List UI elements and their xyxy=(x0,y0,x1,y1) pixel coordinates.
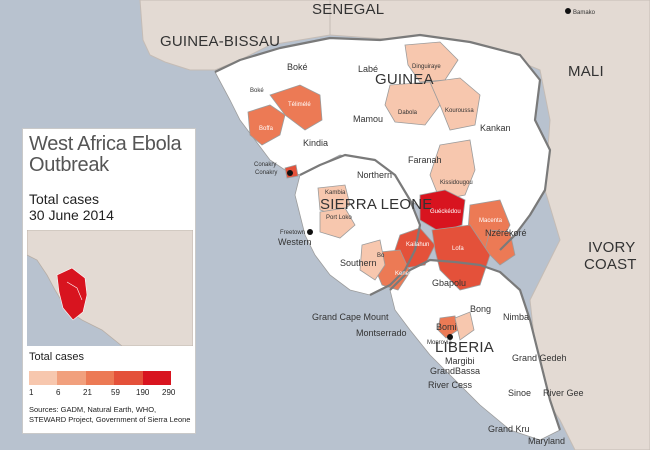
label-margibi: Margibi xyxy=(445,356,475,366)
land-senegal-bissau xyxy=(139,0,331,71)
label-gbapolu: Gbapolu xyxy=(432,278,466,288)
label-nzerekore: Nzérékoré xyxy=(485,228,527,238)
label-northern: Northern xyxy=(357,170,392,180)
guinea-border xyxy=(214,33,552,251)
label-mamou: Mamou xyxy=(353,114,383,124)
label-grand-bassa: GrandBassa xyxy=(430,366,480,376)
label-port-loko: Port Loko xyxy=(326,215,352,221)
sierra-leone-border xyxy=(299,153,422,296)
label-kissidougou: Kissidougou xyxy=(440,180,473,186)
label-river-gee: River Gee xyxy=(543,388,584,398)
label-conakry-city: Conakry xyxy=(255,170,277,176)
region-lofa xyxy=(431,224,491,291)
legend-swatch-5 xyxy=(142,371,172,385)
label-boffa: Boffa xyxy=(259,126,274,132)
region-gueckedou xyxy=(419,189,466,233)
label-gueckedou: Guéckédou xyxy=(430,209,461,215)
label-faranah: Faranah xyxy=(408,155,442,165)
label-grand-kru: Grand Kru xyxy=(488,424,530,434)
legend-swatch-2 xyxy=(57,371,86,385)
label-guinea: GUINEA xyxy=(375,71,434,88)
label-bomi: Bomi xyxy=(436,322,457,332)
label-kindia: Kindia xyxy=(303,138,328,148)
legend-tick: 290 xyxy=(162,388,176,397)
label-kankan: Kankan xyxy=(480,123,511,133)
label-liberia: LIBERIA xyxy=(435,339,494,356)
region-bo xyxy=(359,239,386,281)
label-monrovia: Monrovia xyxy=(427,340,452,346)
region-montserrado xyxy=(437,315,459,339)
legend-swatch-3 xyxy=(85,371,115,385)
inset-affected-area xyxy=(56,267,88,321)
legend-tick: 21 xyxy=(83,388,92,397)
label-labe: Labé xyxy=(358,64,378,74)
label-western: Western xyxy=(278,237,311,247)
region-nzerekore xyxy=(484,229,516,266)
inset-locator-map xyxy=(27,230,193,346)
label-coast: COAST xyxy=(584,256,637,273)
label-lofa: Lofa xyxy=(452,246,464,252)
region-margibi xyxy=(454,311,475,341)
legend-tick: 6 xyxy=(56,388,61,397)
liberia-border xyxy=(389,258,562,431)
label-southern: Southern xyxy=(340,258,377,268)
legend-title: Total cases xyxy=(29,351,85,363)
region-kouroussa xyxy=(429,77,481,131)
legend-swatch-1 xyxy=(29,371,58,385)
label-maryland: Maryland xyxy=(528,436,565,446)
label-senegal: SENEGAL xyxy=(312,1,384,18)
label-river-cess: River Cess xyxy=(428,380,473,390)
label-boke-small: Boké xyxy=(250,88,264,94)
region-telimele xyxy=(269,84,323,131)
label-dinguiraye: Dinguiraye xyxy=(412,64,441,70)
label-freetown: Freetown xyxy=(280,230,305,236)
label-bamako: Bamako xyxy=(573,10,596,16)
label-sierra-leone: SIERRA LEONE xyxy=(320,196,432,213)
panel-subtitle-1: Total cases xyxy=(29,191,100,207)
label-kouroussa: Kouroussa xyxy=(445,108,474,114)
legend-tick: 190 xyxy=(136,388,150,397)
region-port-loko xyxy=(319,207,356,239)
label-macenta: Macenta xyxy=(479,218,503,224)
panel-title: West Africa Ebola Outbreak xyxy=(29,133,182,176)
label-bo: Bo xyxy=(377,253,385,259)
city-dot-monrovia xyxy=(447,334,453,340)
city-dot-bamako xyxy=(565,8,571,14)
legend-tick: 59 xyxy=(111,388,120,397)
label-grand-cape-mount: Grand Cape Mount xyxy=(312,312,389,322)
region-kissidougou xyxy=(429,139,476,201)
label-telimele: Télimélé xyxy=(288,102,311,108)
sources-note: Sources: GADM, Natural Earth, WHO, STEWA… xyxy=(29,405,191,424)
label-grand-gedeh: Grand Gedeh xyxy=(512,353,567,363)
region-boffa xyxy=(247,104,286,146)
city-dot-freetown xyxy=(307,229,313,235)
legend-color-bar xyxy=(29,371,172,385)
legend-swatch-4 xyxy=(114,371,143,385)
label-guinea-bissau: GUINEA-BISSAU xyxy=(160,33,280,50)
label-conakry: Conakry xyxy=(254,162,276,168)
label-kenema: Kenema xyxy=(395,271,418,277)
inset-border-line xyxy=(66,281,83,301)
label-dabola: Dabola xyxy=(398,110,418,116)
label-montserrado: Montserrado xyxy=(356,328,407,338)
city-dot-conakry xyxy=(287,170,293,176)
label-kailahun: Kailahun xyxy=(406,242,429,248)
panel-subtitle-2: 30 June 2014 xyxy=(29,207,114,223)
label-mali: MALI xyxy=(568,63,604,80)
label-kambia: Kambia xyxy=(325,190,346,196)
legend-ticks: 1 6 21 59 190 290 xyxy=(23,388,197,400)
label-boke: Boké xyxy=(287,62,308,72)
legend-tick: 1 xyxy=(29,388,34,397)
info-panel: West Africa Ebola Outbreak Total cases 3… xyxy=(22,128,196,434)
label-ivory: IVORY xyxy=(588,239,635,256)
label-sinoe: Sinoe xyxy=(508,388,531,398)
label-bong: Bong xyxy=(470,304,491,314)
label-nimba: Nimba xyxy=(503,312,529,322)
